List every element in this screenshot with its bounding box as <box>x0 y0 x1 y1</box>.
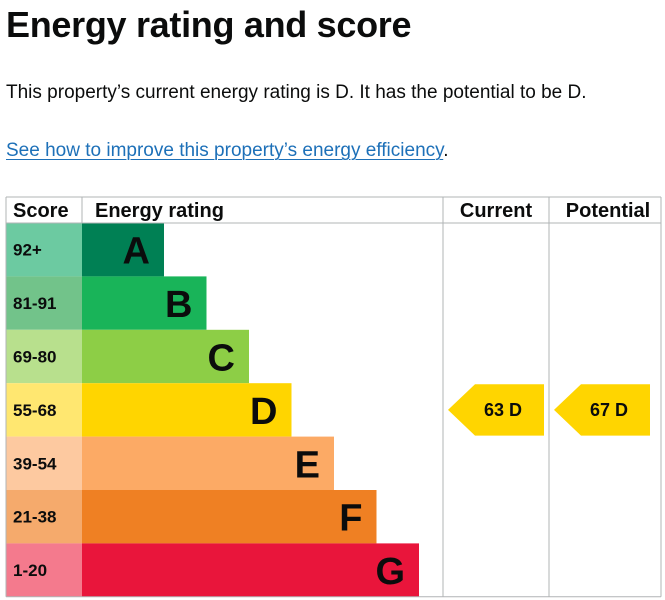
score-label-e: 39-54 <box>13 454 57 473</box>
rating-summary: This property’s current energy rating is… <box>6 82 587 103</box>
header-potential: Potential <box>566 200 650 222</box>
potential-indicator <box>554 384 650 436</box>
link-trailing-period: . <box>443 140 449 161</box>
score-cell-a <box>6 223 82 277</box>
score-cell-d <box>6 383 82 437</box>
score-label-g: 1-20 <box>13 561 47 580</box>
band-bar-d <box>82 383 292 437</box>
band-letter-c: C <box>208 338 235 380</box>
header-energy-rating: Energy rating <box>95 200 224 222</box>
score-label-b: 81-91 <box>13 294 56 313</box>
band-letter-d: D <box>250 391 277 433</box>
score-label-a: 92+ <box>13 241 42 260</box>
score-cell-g <box>6 543 82 597</box>
score-label-d: 55-68 <box>13 401 56 420</box>
score-label-c: 69-80 <box>13 348 56 367</box>
potential-indicator-label: 67 D <box>590 400 628 420</box>
band-letter-e: E <box>295 444 320 486</box>
band-bar-g <box>82 543 419 597</box>
band-letter-a: A <box>123 231 150 273</box>
band-letter-b: B <box>165 284 192 326</box>
band-bar-c <box>82 329 249 384</box>
page-title: Energy rating and score <box>6 4 412 45</box>
score-cell-f <box>6 490 82 544</box>
band-bar-a <box>82 223 164 277</box>
band-letter-f: F <box>339 498 362 540</box>
band-bar-e <box>82 436 334 490</box>
current-indicator <box>448 384 544 436</box>
score-cell-e <box>6 436 82 490</box>
band-bar-b <box>82 276 207 330</box>
band-bar-f <box>82 490 377 544</box>
improve-efficiency-link[interactable]: See how to improve this property’s energ… <box>6 140 444 161</box>
improve-link-line: See how to improve this property’s energ… <box>6 138 449 164</box>
band-letter-g: G <box>375 551 405 593</box>
header-current: Current <box>460 200 533 222</box>
score-label-f: 21-38 <box>13 508 56 527</box>
score-cell-c <box>6 329 82 384</box>
current-indicator-label: 63 D <box>484 400 522 420</box>
score-cell-b <box>6 276 82 330</box>
header-score: Score <box>13 200 69 222</box>
